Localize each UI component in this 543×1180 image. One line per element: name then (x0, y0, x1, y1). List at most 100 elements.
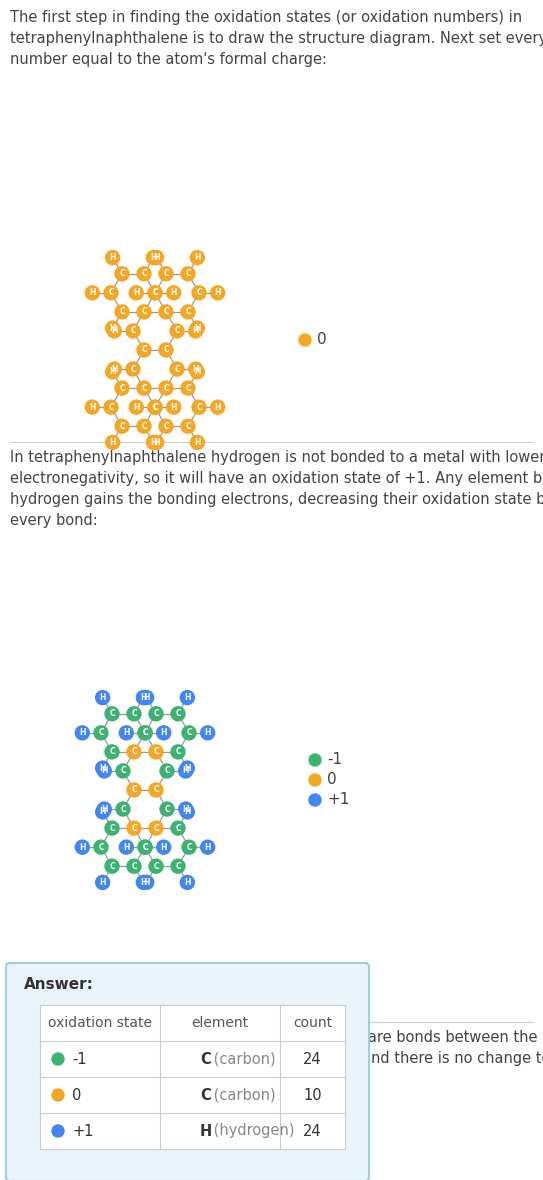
Circle shape (188, 361, 204, 376)
Text: C: C (164, 805, 170, 813)
Circle shape (171, 745, 186, 760)
Circle shape (180, 805, 195, 820)
Text: H: H (99, 763, 106, 773)
Text: C: C (186, 843, 192, 852)
Text: +1: +1 (327, 793, 349, 807)
Text: C: C (152, 402, 158, 412)
Text: C: C (130, 327, 136, 335)
Text: H: H (89, 402, 96, 412)
Circle shape (97, 763, 112, 779)
Text: C: C (119, 421, 125, 431)
Circle shape (159, 419, 174, 434)
Circle shape (147, 286, 163, 301)
FancyBboxPatch shape (40, 1005, 345, 1149)
Text: C: C (196, 402, 202, 412)
Text: C: C (175, 824, 181, 833)
Text: C: C (142, 843, 148, 852)
Text: H: H (150, 438, 156, 447)
Circle shape (181, 839, 197, 854)
Text: H: H (150, 253, 156, 262)
Text: H: H (101, 767, 108, 775)
Circle shape (114, 304, 130, 320)
Text: -1: -1 (327, 753, 342, 767)
Text: (carbon): (carbon) (209, 1088, 276, 1102)
Text: H: H (143, 693, 150, 702)
Text: C: C (109, 824, 115, 833)
Circle shape (93, 726, 109, 741)
Circle shape (146, 434, 161, 450)
Text: H: H (214, 288, 221, 297)
Text: H: H (214, 402, 221, 412)
Circle shape (104, 706, 119, 721)
Text: C: C (186, 728, 192, 738)
Text: C: C (174, 365, 180, 374)
Text: In tetraphenylnaphthalene hydrogen is not bonded to a metal with lower
electrone: In tetraphenylnaphthalene hydrogen is no… (10, 450, 543, 527)
Text: C: C (109, 747, 115, 756)
Circle shape (169, 361, 185, 376)
Circle shape (106, 323, 122, 339)
Text: C: C (119, 384, 125, 393)
Text: +1: +1 (72, 1123, 93, 1139)
Text: H: H (184, 763, 191, 773)
Circle shape (103, 400, 119, 415)
Circle shape (127, 745, 142, 760)
Text: 24: 24 (303, 1123, 322, 1139)
Circle shape (180, 266, 195, 282)
Text: C: C (153, 861, 159, 871)
Circle shape (190, 250, 205, 266)
Text: (hydrogen): (hydrogen) (209, 1123, 294, 1139)
Text: H: H (192, 365, 199, 374)
Circle shape (190, 321, 205, 336)
Text: 24: 24 (303, 1051, 322, 1067)
Circle shape (114, 380, 130, 395)
Circle shape (147, 286, 163, 301)
FancyBboxPatch shape (6, 963, 369, 1180)
Circle shape (159, 342, 174, 358)
Text: H: H (99, 807, 106, 817)
Text: C: C (175, 861, 181, 871)
Circle shape (115, 763, 131, 779)
Circle shape (156, 726, 172, 741)
Circle shape (136, 690, 151, 706)
Circle shape (137, 839, 153, 854)
Circle shape (139, 874, 154, 890)
Circle shape (180, 419, 195, 434)
Text: C: C (185, 384, 191, 393)
Text: H: H (123, 728, 130, 738)
Circle shape (85, 400, 100, 415)
Circle shape (136, 266, 151, 282)
Circle shape (147, 400, 163, 415)
Circle shape (159, 763, 175, 779)
Text: H: H (101, 805, 108, 813)
Text: C: C (185, 308, 191, 316)
Text: C: C (185, 421, 191, 431)
Text: C: C (200, 1088, 211, 1102)
Text: C: C (153, 709, 159, 719)
Circle shape (93, 839, 109, 854)
Text: H: H (140, 878, 147, 887)
Text: C: C (131, 861, 137, 871)
Text: H: H (143, 878, 150, 887)
Circle shape (137, 726, 153, 741)
Circle shape (129, 400, 144, 415)
Text: C: C (163, 308, 169, 316)
Text: H: H (205, 728, 211, 738)
Text: H: H (171, 288, 177, 297)
Circle shape (166, 286, 181, 301)
Circle shape (148, 859, 163, 874)
Circle shape (146, 250, 161, 266)
Text: H: H (109, 367, 116, 376)
Text: C: C (142, 843, 148, 852)
Circle shape (178, 763, 193, 779)
Circle shape (85, 286, 100, 301)
Text: C: C (109, 709, 115, 719)
Text: C: C (163, 346, 169, 354)
Text: C: C (152, 288, 158, 297)
Text: H: H (111, 365, 117, 374)
Circle shape (104, 859, 119, 874)
Circle shape (95, 690, 110, 706)
Circle shape (52, 1053, 64, 1066)
Text: element: element (192, 1016, 249, 1030)
Text: H: H (205, 843, 211, 852)
Text: C: C (175, 747, 181, 756)
